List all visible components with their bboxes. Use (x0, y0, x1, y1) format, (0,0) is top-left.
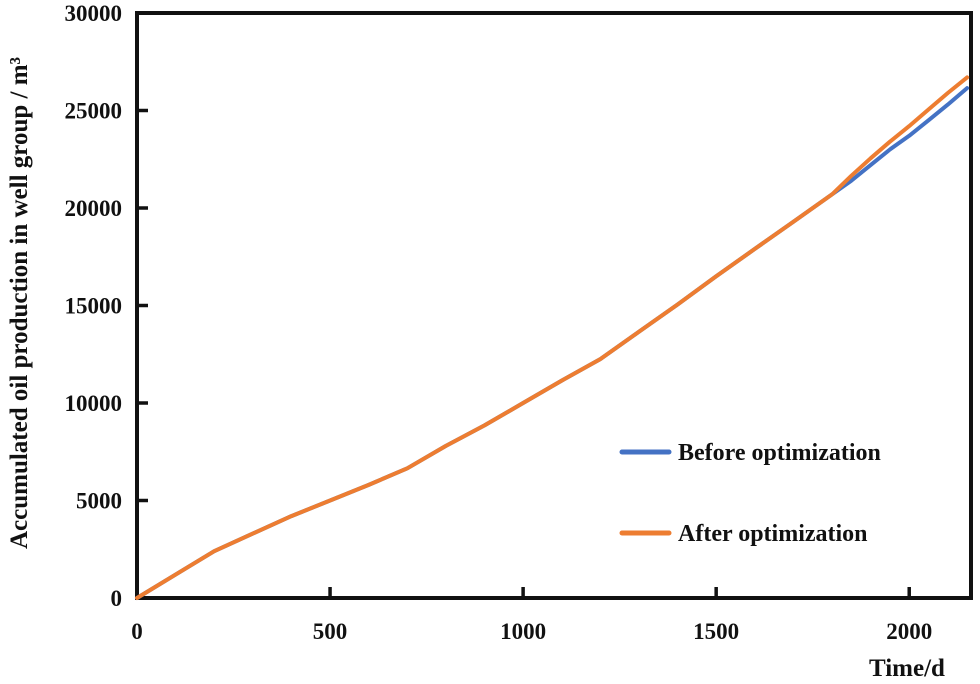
data-series-lines (135, 75, 970, 600)
y-tick-label: 0 (111, 586, 123, 611)
plot-area-border (135, 11, 973, 600)
y-tick-label: 30000 (65, 1, 123, 26)
x-tick-label: 2000 (886, 619, 932, 644)
x-tick-label: 1500 (693, 619, 739, 644)
legend-label-before-optimization: Before optimization (678, 440, 881, 466)
x-tick-label: 0 (131, 619, 143, 644)
axis-ticks (137, 108, 911, 598)
x-tick-label: 500 (313, 619, 348, 644)
y-axis-title: Accumulated oil production in well group… (6, 57, 33, 549)
y-tick-label: 5000 (76, 489, 122, 514)
x-tick-label: 1000 (500, 619, 546, 644)
series-line-after-optimization (135, 75, 970, 600)
axis-tick-labels: 0 500 1000 1500 2000050001000015000200002500… (65, 1, 933, 644)
y-tick-label: 25000 (65, 99, 123, 124)
legend: Before optimization After optimization (619, 440, 881, 547)
x-axis-title: Time/d (869, 655, 945, 682)
legend-label-after-optimization: After optimization (678, 521, 868, 547)
y-tick-label: 10000 (65, 391, 123, 416)
y-tick-label: 15000 (65, 294, 123, 319)
y-tick-label: 20000 (65, 196, 123, 221)
